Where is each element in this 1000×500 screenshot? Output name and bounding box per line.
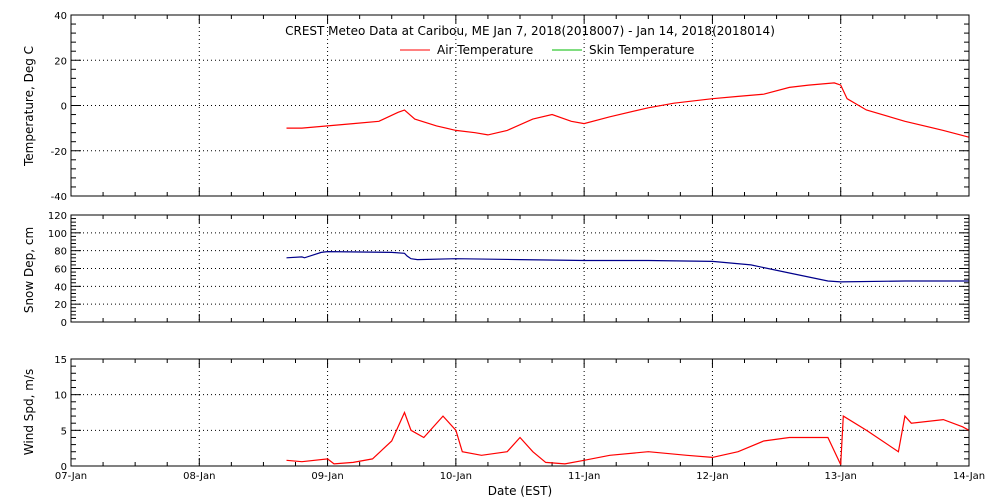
temperature-ytick-label: 0 bbox=[61, 102, 67, 113]
temperature-plot-frame bbox=[70, 14, 970, 197]
y-label-temperature: Temperature, Deg C bbox=[22, 46, 36, 167]
temperature-panel: -40 -20 0 20 40 bbox=[51, 11, 970, 203]
temperature-ytick-label: -40 bbox=[51, 192, 67, 203]
x-tick-label: 12-Jan bbox=[696, 471, 728, 482]
snow-depth-panel: 0 20 40 60 80 100 120 bbox=[48, 211, 970, 329]
snow-depth-ytick-label: 60 bbox=[54, 265, 67, 276]
x-axis-title: Date (EST) bbox=[488, 484, 552, 498]
wind-speed-ytick-label: 15 bbox=[54, 355, 67, 366]
y-label-snow: Snow Dep, cm bbox=[22, 227, 36, 313]
wind-speed-plot-frame bbox=[70, 358, 970, 467]
legend-air-label: Air Temperature bbox=[437, 43, 533, 57]
x-tick-label: 07-Jan bbox=[55, 471, 87, 482]
x-tick-label: 14-Jan bbox=[953, 471, 985, 482]
wind-speed-series-line-0 bbox=[286, 410, 970, 465]
temperature-ytick-label: 20 bbox=[54, 56, 67, 67]
legend-skin-label: Skin Temperature bbox=[589, 43, 694, 57]
snow-depth-ytick-label: 0 bbox=[61, 318, 67, 329]
x-tick-label: 09-Jan bbox=[311, 471, 343, 482]
snow-depth-ytick-label: 80 bbox=[54, 247, 67, 258]
temperature-ytick-label: 40 bbox=[54, 11, 67, 22]
x-tick-label: 10-Jan bbox=[440, 471, 472, 482]
snow-depth-ytick-label: 40 bbox=[54, 282, 67, 293]
x-tick-label: 11-Jan bbox=[568, 471, 600, 482]
snow-depth-series-line-0 bbox=[286, 250, 969, 283]
wind-speed-ytick-label: 0 bbox=[61, 462, 67, 473]
x-tick-label: 08-Jan bbox=[183, 471, 215, 482]
snow-depth-plot-frame bbox=[70, 214, 970, 323]
snow-depth-ytick-label: 120 bbox=[48, 211, 67, 222]
chart-title: CREST Meteo Data at Caribou, ME Jan 7, 2… bbox=[285, 24, 775, 38]
temperature-series-line-0 bbox=[286, 82, 970, 138]
y-label-wind: Wind Spd, m/s bbox=[22, 369, 36, 455]
wind-speed-ytick-label: 5 bbox=[61, 426, 67, 437]
snow-depth-ytick-label: 20 bbox=[54, 300, 67, 311]
wind-speed-panel: 0 5 10 15 07-Jan 08-Jan 09-Jan 10-Jan 11-Jan 12-J… bbox=[54, 355, 985, 482]
temperature-ytick-label: -20 bbox=[51, 147, 67, 158]
snow-depth-ytick-label: 100 bbox=[48, 229, 67, 240]
wind-speed-ytick-label: 10 bbox=[54, 391, 67, 402]
x-tick-label: 13-Jan bbox=[825, 471, 857, 482]
